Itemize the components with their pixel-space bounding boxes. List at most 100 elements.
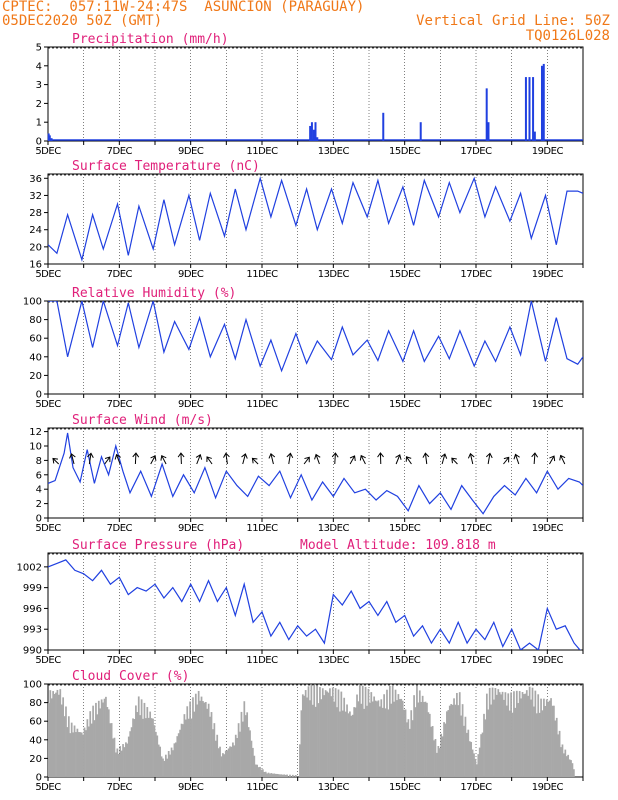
cloud-bar — [319, 687, 321, 777]
cloud-bar — [216, 734, 219, 777]
x-tick-label: 11DEC — [246, 269, 278, 280]
cloud-bar — [271, 773, 274, 777]
y-tick-label: 16 — [29, 260, 42, 271]
cloud-bar — [540, 698, 542, 777]
cloud-bar — [262, 769, 264, 777]
cloud-bar — [447, 710, 450, 777]
x-tick-label: 17DEC — [460, 269, 492, 280]
series-line — [48, 301, 583, 373]
cloud-bar — [443, 722, 445, 777]
cloud-bar — [127, 736, 130, 777]
cloud-bar — [267, 772, 270, 777]
wind-arrow-head — [485, 452, 493, 459]
cloud-bar — [350, 715, 353, 777]
cloud-bar — [48, 703, 50, 777]
y-tick-label: 12 — [29, 427, 42, 438]
cloud-bar — [398, 699, 401, 777]
cloud-bar — [117, 754, 120, 777]
cloud-bar — [498, 692, 501, 777]
cloud-bar — [223, 754, 226, 777]
wind-arrow — [441, 453, 446, 465]
cloud-bar — [524, 693, 527, 777]
wind-arrow-head — [451, 457, 457, 464]
cloud-bar — [242, 721, 244, 777]
cloud-bar — [270, 773, 273, 777]
cloud-bar — [260, 769, 263, 777]
x-tick-label: 7DEC — [107, 782, 133, 793]
cloud-bar — [80, 732, 83, 777]
y-tick-label: 80 — [29, 698, 42, 709]
cloud-bar — [163, 760, 166, 777]
wind-arrow-head — [132, 452, 140, 458]
cloud-bar — [281, 774, 284, 777]
cloud-bar — [57, 694, 60, 777]
wind-arrow — [88, 453, 92, 465]
cloud-bar — [518, 691, 521, 777]
cloud-bar — [520, 698, 522, 777]
cloud-bar — [313, 684, 316, 777]
cloud-bar — [192, 697, 194, 777]
cloud-bar — [132, 718, 134, 777]
cloud-bar — [555, 717, 558, 777]
wind-arrow-head — [377, 452, 384, 458]
cloud-bar — [487, 709, 490, 777]
cloud-bar — [406, 722, 408, 777]
wind-arrow-head — [559, 454, 566, 461]
panel-title: Precipitation (mm/h) — [72, 32, 229, 47]
precip-bar — [485, 88, 488, 141]
wind-arrow — [533, 453, 536, 465]
cloud-bar — [314, 706, 317, 777]
cloud-bar — [513, 691, 515, 777]
cloud-bar — [494, 688, 497, 777]
cloud-bar — [366, 705, 368, 777]
cloud-bar — [147, 717, 150, 777]
cloud-bar — [396, 700, 398, 777]
cloud-bar — [184, 719, 187, 777]
wind-arrow-head — [349, 455, 356, 461]
cloud-bar — [528, 686, 531, 777]
cloud-bar — [463, 725, 465, 777]
wind-arrow-head — [206, 456, 212, 462]
cloud-bar — [150, 718, 153, 777]
cloud-bar — [75, 732, 77, 777]
cloud-bar — [426, 702, 428, 777]
panel-frame — [47, 427, 584, 519]
y-tick-label: 999 — [23, 583, 42, 594]
cloud-bar — [213, 723, 216, 777]
y-tick-label: 6 — [36, 470, 42, 481]
cloud-bar — [137, 696, 140, 777]
y-tick-label: 20 — [29, 371, 42, 382]
cloud-bar — [236, 738, 239, 777]
panel-title: Cloud Cover (%) — [72, 669, 189, 684]
x-tick-label: 15DEC — [389, 399, 421, 410]
y-tick-label: 20 — [29, 242, 42, 253]
cloud-bar — [371, 701, 374, 777]
cloud-bar — [139, 715, 142, 777]
cloud-bar — [369, 702, 371, 777]
cloud-bar — [63, 716, 66, 777]
x-tick-label: 15DEC — [389, 146, 421, 157]
y-tick-label: 0 — [36, 773, 42, 784]
cloud-bar — [423, 702, 425, 777]
cloud-bar — [347, 713, 350, 777]
cloud-bar — [537, 694, 540, 777]
wind-arrow-head — [440, 453, 448, 459]
cloud-bar — [471, 749, 474, 777]
cloud-bar — [186, 706, 189, 777]
cloud-bar — [515, 690, 518, 777]
cloud-bar — [50, 698, 53, 777]
cloud-bar — [363, 708, 366, 777]
cloud-bar — [269, 773, 271, 777]
wind-arrow-head — [177, 452, 185, 458]
cloud-bar — [531, 687, 534, 777]
cloud-bar — [427, 712, 430, 777]
wind-arrow-head — [87, 452, 94, 458]
cloud-bar — [77, 732, 80, 777]
cloud-bar — [172, 750, 174, 777]
precip-bar — [48, 135, 51, 141]
precip-bar — [487, 122, 490, 141]
cloud-bar — [527, 695, 530, 777]
y-tick-label: 0 — [36, 137, 42, 148]
cloud-bar — [544, 706, 547, 777]
